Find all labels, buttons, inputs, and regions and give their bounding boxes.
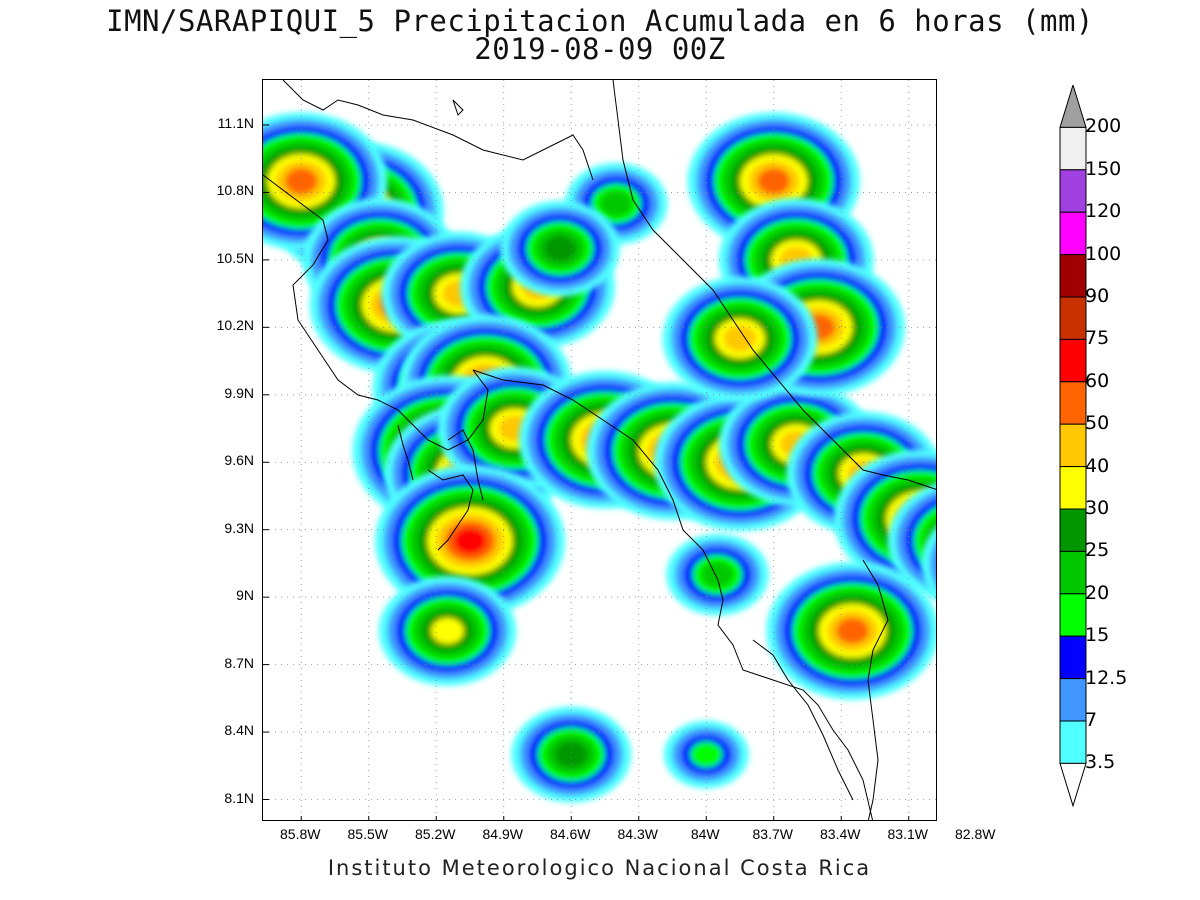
legend-label: 40 — [1085, 454, 1110, 477]
legend-label: 25 — [1085, 539, 1110, 562]
lon-label: 82.8W — [955, 826, 996, 842]
legend-label: 200 — [1085, 115, 1122, 138]
precip-cell — [378, 575, 517, 686]
precip-contour — [757, 168, 790, 195]
lon-label: 84.9W — [482, 826, 523, 842]
lat-label: 9.3N — [224, 519, 254, 536]
lon-label: 83.4W — [820, 826, 861, 842]
legend-swatch — [1059, 211, 1087, 256]
precip-cell — [375, 464, 565, 617]
legend-swatch — [1059, 762, 1087, 808]
legend-label: 30 — [1085, 497, 1110, 519]
lon-label: 84W — [690, 826, 720, 842]
lon-label: 85.8W — [280, 826, 321, 842]
coastline-borders — [263, 80, 936, 820]
lon-label: 84.6W — [550, 826, 591, 842]
precip-contour — [930, 540, 936, 586]
map-canvas — [263, 80, 936, 820]
legend-label: 3.5 — [1085, 751, 1116, 774]
precip-contour — [701, 561, 734, 588]
legend-label: 90 — [1085, 285, 1110, 307]
lat-label: 10.2N — [216, 317, 254, 334]
lat-label: 11.1N — [217, 114, 254, 131]
footer-credit: Instituto Meteorologico Nacional Costa R… — [327, 856, 872, 880]
legend-swatch — [1059, 381, 1087, 425]
legend-swatch — [1059, 508, 1087, 552]
legend-swatch — [1059, 126, 1087, 171]
precip-cell — [921, 527, 936, 600]
precip-contour — [836, 617, 869, 644]
precip-cell — [663, 720, 749, 789]
lat-label: 8.7N — [224, 654, 254, 671]
map-title: IMN/SARAPIQUI_5 Precipitacion Acumulada … — [106, 4, 1094, 38]
lat-label: 9N — [236, 587, 254, 604]
precip-cell — [500, 200, 620, 297]
legend-swatch — [1059, 550, 1087, 595]
legend-swatch — [1059, 169, 1087, 213]
legend-label: 20 — [1085, 581, 1110, 604]
legend-label: 7 — [1085, 709, 1098, 731]
lon-label: 85.2W — [415, 826, 456, 842]
lon-label: 84.3W — [617, 826, 658, 842]
lat-label: 8.4N — [224, 722, 254, 739]
legend-swatch — [1059, 254, 1087, 298]
legend-label: 120 — [1085, 200, 1122, 223]
lat-label: 10.8N — [216, 182, 254, 199]
precip-contour — [600, 190, 633, 217]
map-subtitle-date: 2019-08-09 00Z — [474, 32, 726, 66]
lat-label: 8.1N — [224, 789, 254, 806]
precip-contour — [431, 617, 464, 644]
legend-swatch — [1059, 296, 1087, 340]
legend-label: 12.5 — [1085, 666, 1128, 689]
precip-cell — [263, 112, 388, 251]
precip-cell — [666, 533, 769, 616]
precipitation-field — [263, 112, 936, 803]
legend-label: 150 — [1085, 157, 1122, 180]
precip-cell — [662, 276, 818, 401]
precip-contour — [921, 527, 936, 600]
lon-label: 85.5W — [347, 826, 388, 842]
legend-label: 100 — [1085, 242, 1122, 265]
color-legend — [1059, 85, 1087, 808]
precip-contour — [723, 325, 757, 352]
legend-swatch — [1059, 720, 1087, 764]
legend-label: 75 — [1085, 327, 1110, 350]
lat-lon-grid — [263, 80, 936, 820]
lat-label: 9.6N — [224, 452, 254, 469]
precip-contour — [555, 741, 588, 768]
precip-contour — [690, 741, 723, 768]
legend-label: 60 — [1085, 369, 1110, 392]
lat-label: 9.9N — [224, 384, 254, 401]
lon-label: 83.1W — [887, 826, 928, 842]
legend-swatch — [1059, 593, 1087, 637]
legend-swatch — [1059, 423, 1087, 468]
precip-cell — [511, 706, 632, 803]
precip-contour — [543, 235, 577, 262]
legend-swatch — [1059, 678, 1087, 722]
lat-label: 10.5N — [216, 249, 254, 266]
precip-contour — [285, 168, 318, 195]
lon-label: 83.7W — [752, 826, 793, 842]
precip-cell — [766, 561, 936, 700]
legend-swatch — [1059, 635, 1087, 680]
legend-label: 15 — [1085, 624, 1110, 647]
legend-swatch — [1059, 85, 1087, 128]
precip-contour — [453, 527, 487, 554]
precipitation-map — [262, 79, 937, 821]
legend-label: 50 — [1085, 412, 1110, 435]
legend-swatch — [1059, 338, 1087, 383]
legend-swatch — [1059, 466, 1087, 510]
